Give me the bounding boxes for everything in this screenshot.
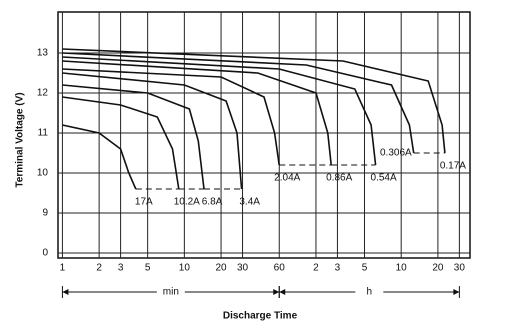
series-label: 0.17A — [440, 161, 466, 172]
x-tick-label: 60 — [274, 263, 286, 274]
x-tick-label: 3 — [335, 263, 341, 274]
x-tick-label: 30 — [454, 263, 466, 274]
series-label: 0.54A — [371, 173, 397, 184]
range-label: h — [367, 287, 373, 298]
x-tick-label: 30 — [237, 263, 249, 274]
y-tick-label: 0 — [42, 248, 48, 259]
x-tick-label: 20 — [216, 263, 228, 274]
x-tick-label: 5 — [145, 263, 151, 274]
y-tick-label: 12 — [37, 88, 49, 99]
x-axis-label: Discharge Time — [223, 311, 298, 322]
series-label: 2.04A — [274, 173, 300, 184]
series-label: 0.86A — [326, 173, 352, 184]
y-tick-label: 11 — [38, 128, 49, 139]
range-label: min — [163, 287, 179, 298]
series-line — [62, 84, 205, 190]
series-line — [62, 96, 180, 190]
series-line — [62, 52, 415, 154]
x-tick-label: 1 — [60, 263, 66, 274]
x-tick-label: 10 — [179, 263, 191, 274]
series-label: 6.8A — [202, 197, 223, 208]
series-line — [62, 72, 243, 190]
y-tick-label: 13 — [37, 48, 49, 59]
x-tick-label: 5 — [362, 263, 368, 274]
x-tick-label: 10 — [396, 263, 408, 274]
series-label: 3.4A — [239, 197, 260, 208]
y-tick-label: 10 — [37, 168, 49, 179]
x-tick-label: 2 — [313, 263, 319, 274]
plot-frame — [57, 11, 471, 259]
series-line — [62, 124, 137, 190]
y-tick-label: 9 — [42, 208, 48, 219]
series-line — [62, 56, 377, 166]
series-label: 17A — [135, 197, 153, 208]
series-line — [62, 68, 280, 166]
series-label: 10.2A — [174, 197, 200, 208]
series-line — [62, 60, 332, 166]
x-tick-label: 20 — [432, 263, 444, 274]
x-tick-label: 2 — [96, 263, 102, 274]
x-tick-label: 3 — [118, 263, 124, 274]
y-axis-label: Terminal Voltage (V) — [15, 92, 26, 187]
series-label: 0.306A — [380, 148, 412, 159]
series-line — [62, 48, 446, 154]
